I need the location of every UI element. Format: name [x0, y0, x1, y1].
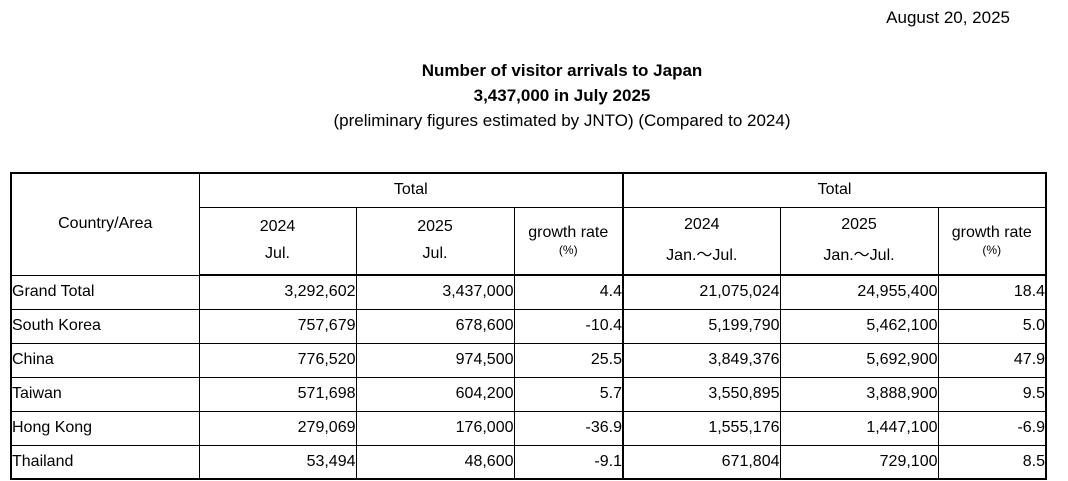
growth-janjul-cell: 5.0 [937, 308, 1047, 344]
col-header-growth-rate-monthly: growth rate (%) [513, 206, 624, 276]
janjul-2025-cell: 729,100 [779, 444, 939, 480]
growth-jul-cell: 4.4 [513, 274, 624, 310]
total-group-header-cumulative: Total [621, 172, 1047, 208]
janjul-2025-cell: 5,692,900 [779, 342, 939, 378]
table-row-grand-total: Grand Total 3,292,602 3,437,000 4.4 21,0… [10, 274, 1047, 310]
growth-jul-cell: -9.1 [513, 444, 624, 480]
growth-janjul-cell: 9.5 [937, 376, 1047, 412]
growth-jul-cell: -10.4 [513, 308, 624, 344]
growth-janjul-cell: 47.9 [937, 342, 1047, 378]
total-group-header-monthly: Total [198, 172, 624, 208]
table-header-group-row: Country/Area Total Total [10, 172, 1047, 276]
janjul-2025-cell: 24,955,400 [779, 274, 939, 310]
janjul-2024-cell: 5,199,790 [622, 308, 781, 344]
jul-2025-cell: 974,500 [355, 342, 515, 378]
growth-rate-unit: (%) [558, 243, 578, 258]
country-cell: Thailand [10, 444, 200, 480]
title-note: (preliminary figures estimated by JNTO) … [333, 111, 791, 130]
janjul-2024-cell: 3,849,376 [622, 342, 781, 378]
jul-2024-cell: 571,698 [198, 376, 357, 412]
col-year-label: 2025 [417, 218, 453, 236]
jul-2024-cell: 776,520 [198, 342, 357, 378]
page-title: Number of visitor arrivals to Japan [421, 61, 703, 80]
table-row-thailand: Thailand 53,494 48,600 -9.1 671,804 729,… [10, 444, 1047, 480]
col-period-label: Jan.～Jul. [823, 247, 895, 265]
country-cell: Taiwan [10, 376, 200, 412]
jul-2024-cell: 3,292,602 [198, 274, 357, 310]
growth-jul-cell: -36.9 [513, 410, 624, 446]
col-header-2025-janjul: 2025 Jan.～Jul. [779, 206, 939, 276]
janjul-2024-cell: 21,075,024 [622, 274, 781, 310]
growth-jul-cell: 25.5 [513, 342, 624, 378]
country-cell: South Korea [10, 308, 200, 344]
jul-2025-cell: 176,000 [355, 410, 515, 446]
table-row-taiwan: Taiwan 571,698 604,200 5.7 3,550,895 3,8… [10, 376, 1047, 412]
growth-rate-label: growth rate [528, 224, 609, 242]
jul-2024-cell: 757,679 [198, 308, 357, 344]
col-period-label: Jan.～Jul. [666, 247, 738, 265]
jul-2024-cell: 53,494 [198, 444, 357, 480]
country-cell: China [10, 342, 200, 378]
growth-janjul-cell: 18.4 [937, 274, 1047, 310]
janjul-2025-cell: 1,447,100 [779, 410, 939, 446]
growth-rate-unit: (%) [982, 243, 1002, 258]
table-row-hong-kong: Hong Kong 279,069 176,000 -36.9 1,555,17… [10, 410, 1047, 446]
growth-jul-cell: 5.7 [513, 376, 624, 412]
col-header-2025-jul: 2025 Jul. [355, 206, 515, 276]
jul-2024-cell: 279,069 [198, 410, 357, 446]
table-row-china: China 776,520 974,500 25.5 3,849,376 5,6… [10, 342, 1047, 378]
col-header-growth-rate-cumulative: growth rate (%) [937, 206, 1047, 276]
col-header-2024-jul: 2024 Jul. [198, 206, 357, 276]
jul-2025-cell: 678,600 [355, 308, 515, 344]
col-period-label: Jul. [422, 245, 448, 263]
col-year-label: 2024 [259, 218, 296, 236]
country-cell: Hong Kong [10, 410, 200, 446]
page-subtitle: 3,437,000 in July 2025 [473, 86, 651, 105]
col-year-label: 2024 [683, 216, 720, 234]
col-header-2024-janjul: 2024 Jan.～Jul. [622, 206, 781, 276]
jul-2025-cell: 48,600 [355, 444, 515, 480]
growth-janjul-cell: 8.5 [937, 444, 1047, 480]
country-cell: Grand Total [10, 274, 200, 310]
table-row-south-korea: South Korea 757,679 678,600 -10.4 5,199,… [10, 308, 1047, 344]
growth-janjul-cell: -6.9 [937, 410, 1047, 446]
jul-2025-cell: 3,437,000 [355, 274, 515, 310]
janjul-2024-cell: 3,550,895 [622, 376, 781, 412]
visitor-arrivals-table: Country/Area Total Total 2024 Jul. 2025 … [10, 172, 1048, 480]
janjul-2025-cell: 3,888,900 [779, 376, 939, 412]
title-block: Number of visitor arrivals to Japan 3,43… [0, 58, 1068, 133]
janjul-2025-cell: 5,462,100 [779, 308, 939, 344]
jul-2025-cell: 604,200 [355, 376, 515, 412]
report-date: August 20, 2025 [886, 8, 1010, 27]
country-area-header: Country/Area [10, 172, 200, 276]
growth-rate-label: growth rate [951, 224, 1032, 242]
janjul-2024-cell: 1,555,176 [622, 410, 781, 446]
col-period-label: Jul. [265, 245, 290, 263]
janjul-2024-cell: 671,804 [622, 444, 781, 480]
table-header-cols-row: 2024 Jul. 2025 Jul. growth rate (%) 2024 [11, 206, 1047, 276]
col-year-label: 2025 [841, 216, 877, 234]
